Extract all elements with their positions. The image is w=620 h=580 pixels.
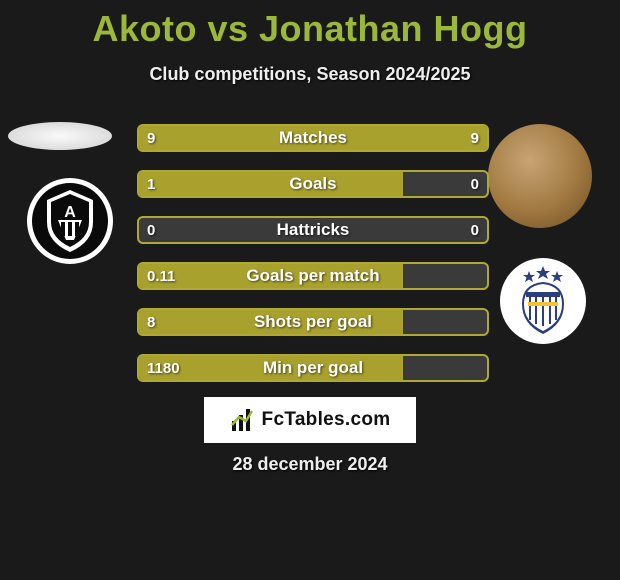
stat-label: Shots per goal (139, 310, 487, 334)
player1-name: Akoto (92, 8, 197, 49)
stat-row: 99Matches (137, 124, 489, 152)
stat-row: 1180Min per goal (137, 354, 489, 382)
stat-label: Hattricks (139, 218, 487, 242)
chart-icon (230, 407, 256, 433)
club2-shield-icon (502, 260, 584, 342)
page-title: Akoto vs Jonathan Hogg (0, 0, 620, 50)
player1-club-badge: A (27, 178, 113, 264)
svg-text:A: A (64, 204, 76, 221)
stat-label: Goals (139, 172, 487, 196)
stat-row: 0.11Goals per match (137, 262, 489, 290)
brand-text: FcTables.com (262, 409, 391, 431)
date-text: 28 december 2024 (0, 454, 620, 475)
stat-label: Goals per match (139, 264, 487, 288)
player2-avatar (488, 124, 592, 228)
stat-row: 00Hattricks (137, 216, 489, 244)
player1-avatar (8, 122, 112, 150)
brand-banner: FcTables.com (204, 397, 416, 443)
club1-shield-icon: A (31, 182, 109, 260)
player2-club-badge (500, 258, 586, 344)
stat-label: Min per goal (139, 356, 487, 380)
vs-text: vs (207, 8, 259, 49)
subtitle: Club competitions, Season 2024/2025 (0, 64, 620, 85)
stat-row: 10Goals (137, 170, 489, 198)
stat-row: 8Shots per goal (137, 308, 489, 336)
stats-bars: 99Matches 10Goals 00Hattricks 0.11Goals per… (137, 124, 489, 400)
stat-label: Matches (139, 126, 487, 150)
player2-name: Jonathan Hogg (259, 8, 527, 49)
